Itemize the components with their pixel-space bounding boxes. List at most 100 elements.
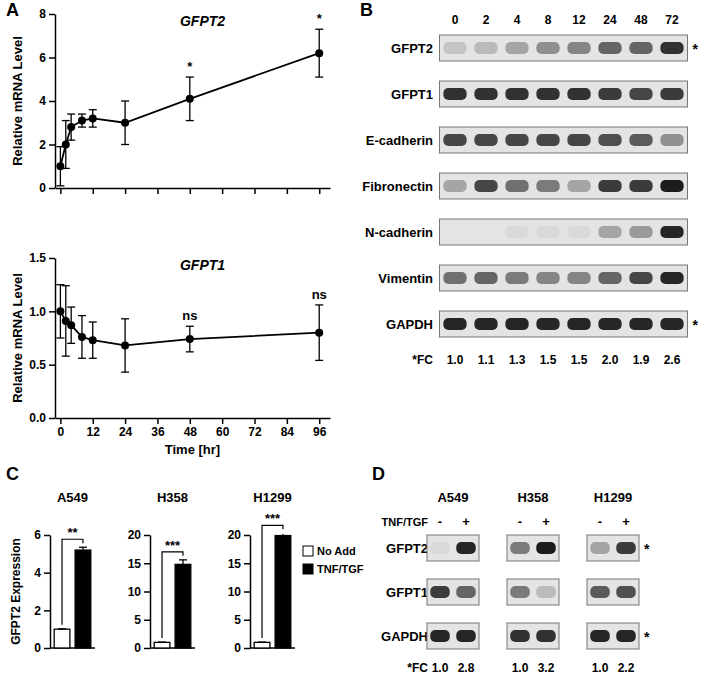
chart-title: H1299 (253, 490, 291, 505)
plot-area (254, 534, 291, 648)
blot-band (598, 88, 621, 100)
error-cap (67, 343, 75, 344)
x-axis-tick (319, 188, 320, 194)
x-axis-tick (190, 188, 191, 194)
y-axis-tick-mark (49, 14, 55, 16)
series-line (60, 53, 319, 166)
group-title: H358 (517, 490, 548, 505)
point (89, 114, 97, 122)
lane-label: + (462, 514, 470, 529)
panel-letter: A (6, 0, 19, 20)
error-cap (89, 321, 97, 322)
significance-bracket (262, 525, 283, 638)
y-axis-tick: 10 (228, 585, 250, 599)
significance-label: *** (265, 511, 281, 526)
fc-label: *FC (407, 661, 428, 675)
error-bar (186, 326, 194, 352)
blot-band (536, 630, 556, 642)
blot-membrane (587, 535, 639, 561)
x-axis-tick-label: 36 (151, 425, 165, 439)
y-axis-tick-label: 15 (228, 557, 242, 571)
y-axis: 02468 (39, 7, 55, 195)
blot-band (474, 42, 497, 54)
error-cap (186, 326, 194, 327)
y-axis-tick-label: 0.0 (29, 411, 46, 425)
blot-band (567, 318, 590, 330)
blot-band (629, 134, 652, 146)
y-axis-tick: 0 (34, 641, 50, 655)
y-axis-tick-label: 5 (134, 613, 141, 627)
lane-label: 2 (483, 13, 490, 27)
blot-band (536, 542, 556, 554)
group-title: A549 (437, 490, 468, 505)
error-cap (78, 113, 86, 114)
blot-band (536, 226, 559, 238)
row-mark: * (693, 317, 699, 333)
y-axis-tick: 6 (34, 528, 50, 542)
blot-band (474, 88, 497, 100)
blot-band (536, 180, 559, 192)
y-axis-tick-label: 10 (228, 585, 242, 599)
x-axis-tick-label: 0 (58, 425, 65, 439)
lane-label: 72 (665, 13, 679, 27)
y-axis-tick: 1.0 (29, 305, 55, 319)
significance-label: *** (165, 538, 181, 553)
blot-band (505, 318, 528, 330)
error-bar (67, 114, 75, 140)
error-cap (315, 304, 323, 305)
blot-band (443, 226, 466, 238)
blot-band (629, 88, 652, 100)
lane-label: 24 (603, 13, 617, 27)
annotation: ns (312, 287, 327, 302)
point (67, 321, 75, 329)
blot-band (474, 226, 497, 238)
x-axis-tick: 84 (281, 418, 295, 439)
x-axis-tick-mark (92, 418, 94, 424)
x-axis-tick-label: 24 (119, 425, 133, 439)
y-axis-tick-label: 15 (128, 557, 142, 571)
blot-band (474, 272, 497, 284)
blot-membrane (440, 35, 688, 61)
y-axis: 0 2 4 6 (34, 528, 50, 655)
error-bar (158, 642, 166, 643)
error-cap (56, 337, 64, 338)
row-label: Vimentin (378, 271, 433, 286)
error-cap (79, 547, 87, 548)
y-axis-tick-mark (144, 563, 150, 565)
y-axis-tick-label: 1.5 (29, 251, 46, 265)
chart-title: GFPT2 (180, 13, 225, 29)
blot-band (505, 272, 528, 284)
y-axis-tick-mark (49, 144, 55, 146)
lane-label: 12 (572, 13, 586, 27)
error-bar (186, 77, 194, 121)
plot-area (54, 547, 91, 648)
cell-line-blot: TNF/TGFGFPT2GFPT1GAPDHA549-+1.02.8H358-+… (381, 490, 650, 675)
y-axis-tick: 1.5 (29, 251, 55, 265)
y-axis: 05101520 (128, 528, 151, 655)
y-axis-tick: 2 (34, 604, 50, 618)
blot-band (443, 318, 466, 330)
point (315, 49, 323, 57)
blot-membrane (427, 535, 479, 561)
point (89, 336, 97, 344)
fc-value: 1.0 (512, 661, 529, 675)
x-axis-tick-mark (92, 188, 94, 194)
error-bar (56, 285, 64, 338)
y-axis-tick-mark (49, 311, 55, 313)
error-bar (315, 29, 323, 77)
row-label: GFPT1 (386, 585, 428, 600)
y-axis-tick-mark (44, 535, 50, 537)
blot-band (443, 272, 466, 284)
row-label: E-cadherin (366, 133, 433, 148)
blot-band (567, 88, 590, 100)
blot-band (567, 180, 590, 192)
x-axis-tick (255, 188, 256, 194)
y-axis-tick-mark (49, 188, 55, 190)
error-cap (89, 358, 97, 359)
x-axis-tick-mark (254, 188, 256, 194)
annotation: ns (182, 308, 197, 323)
y-axis-tick: 20 (228, 528, 250, 542)
y-axis-tick-label: 4 (34, 566, 41, 580)
y-axis-tick-mark (49, 364, 55, 366)
fc-value: 1.0 (432, 661, 449, 675)
